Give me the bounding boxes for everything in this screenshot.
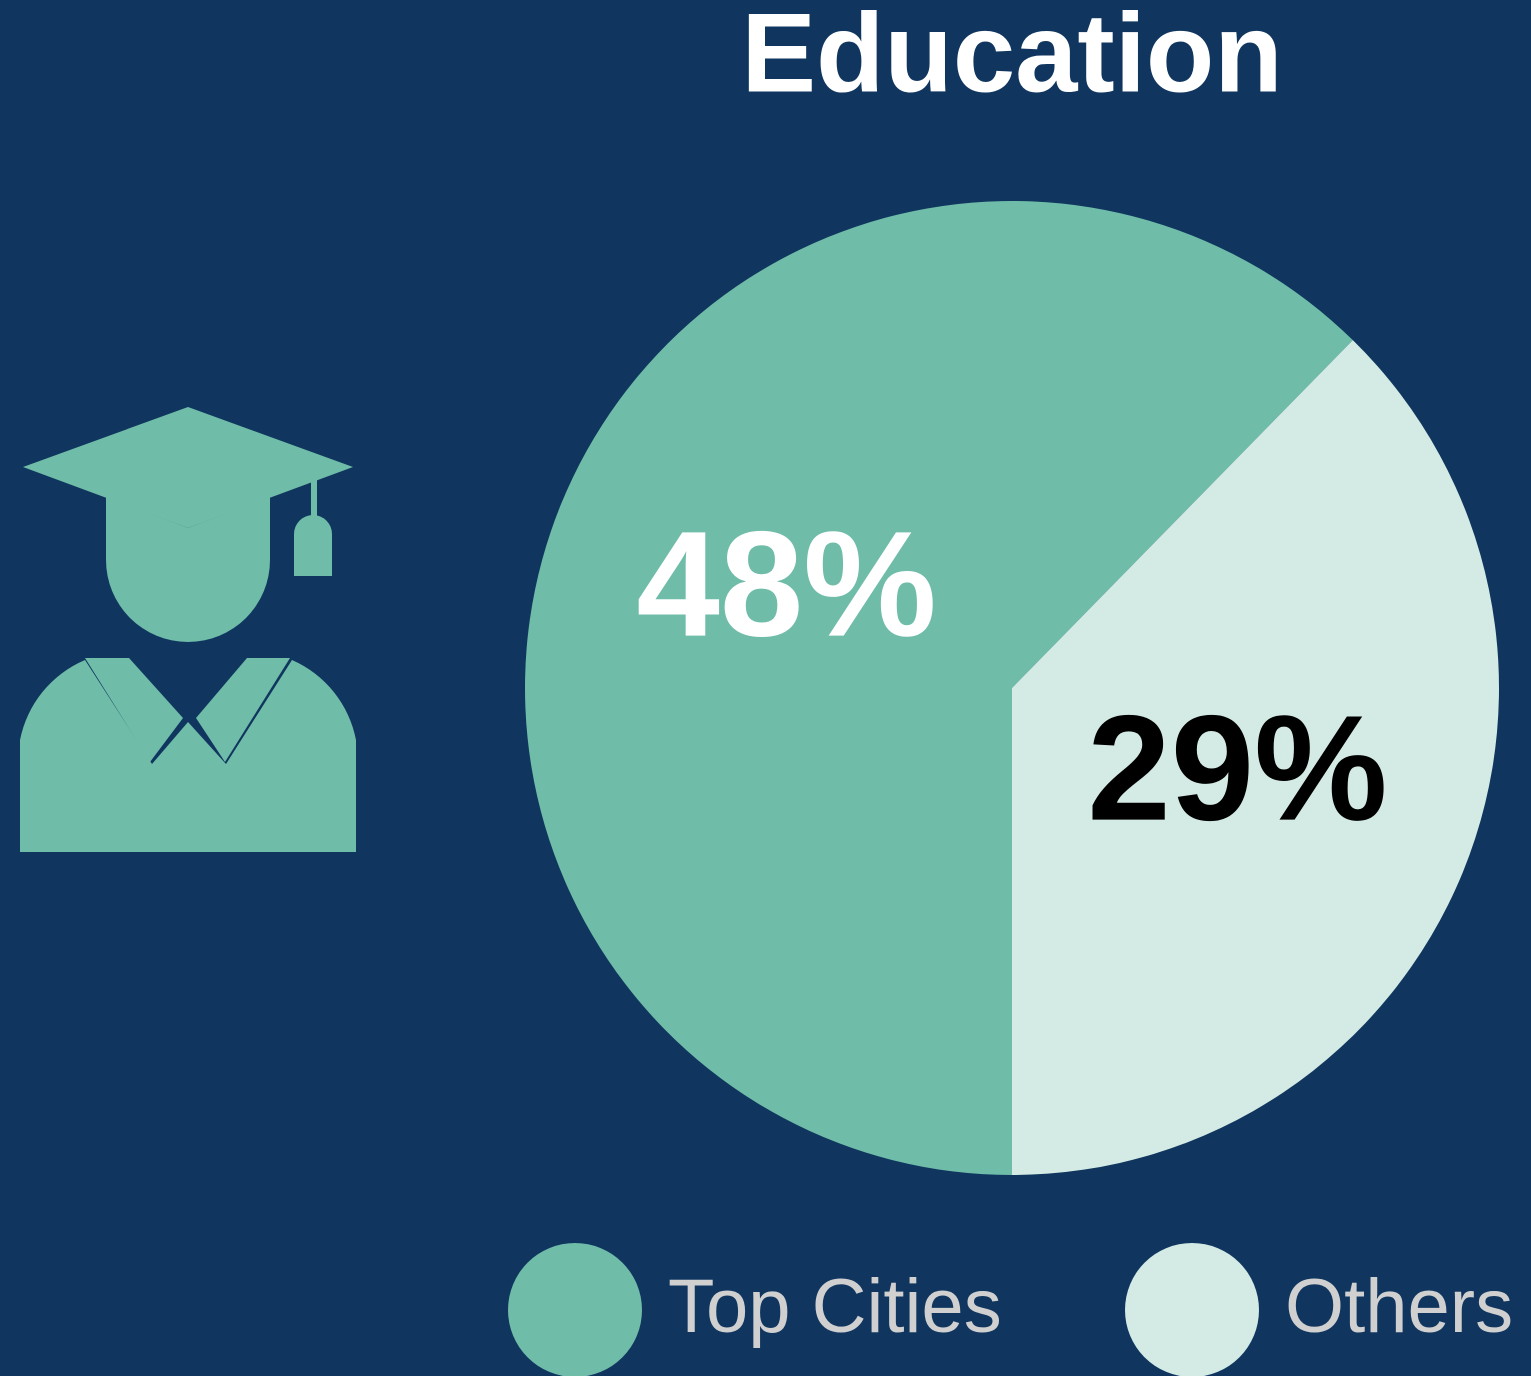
data-label: 29% bbox=[1087, 684, 1387, 852]
chart-title: Education bbox=[741, 0, 1282, 116]
pie-slice bbox=[525, 200, 1353, 1175]
data-label: 48% bbox=[636, 500, 936, 668]
graduate-icon bbox=[20, 407, 356, 852]
legend-label: Top Cities bbox=[668, 1264, 1002, 1349]
pie-slice bbox=[1012, 340, 1500, 1175]
legend-label: Others bbox=[1285, 1264, 1513, 1349]
legend-swatch bbox=[508, 1243, 642, 1376]
legend-swatch bbox=[1125, 1243, 1259, 1376]
